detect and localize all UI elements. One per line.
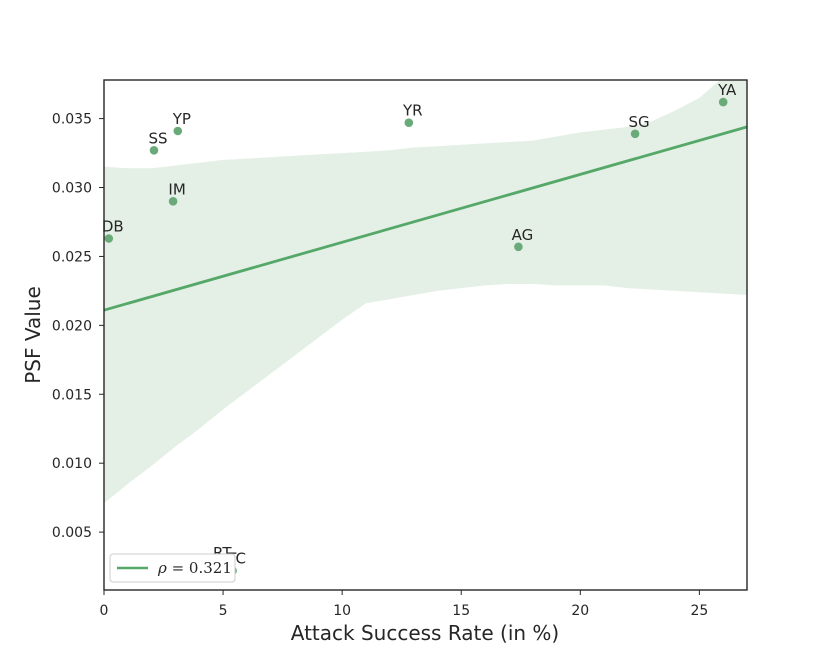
point-label-ya: YA: [717, 81, 737, 99]
data-point-ag: [514, 242, 523, 252]
y-tick-label: 0.020: [52, 318, 92, 334]
x-axis-label: Attack Success Rate (in %): [291, 621, 560, 645]
plot-frame: [103, 79, 748, 591]
y-tick-label: 0.035: [52, 112, 92, 128]
data-point-db: [104, 234, 114, 243]
y-tick-label: 0.025: [52, 249, 92, 265]
x-tick-label: 15: [452, 603, 470, 619]
data-point-yr: [404, 118, 414, 127]
point-label-yp: YP: [172, 110, 191, 128]
data-point-ss: [149, 146, 159, 155]
legend-box: [109, 553, 236, 583]
x-tick-label: 20: [571, 603, 589, 619]
regression-line: [104, 125, 747, 312]
point-label-ss: SS: [148, 129, 167, 147]
y-tick-label: 0.005: [52, 525, 92, 541]
y-axis-label: PSF Value: [21, 286, 45, 384]
legend-label: ρ = 0.321: [157, 559, 232, 577]
data-point-yp: [173, 126, 183, 136]
x-tick-label: 10: [333, 603, 351, 619]
point-label-ag: AG: [512, 226, 534, 244]
x-tick-label: 5: [219, 603, 228, 619]
legend-symbol: ρ: [157, 559, 167, 577]
data-point-im: [168, 197, 178, 206]
point-label-yr: YR: [402, 102, 423, 120]
legend: ρ = 0.321: [109, 553, 236, 583]
x-axis-ticks: 0 5 10 15 20 25: [100, 590, 708, 619]
y-tick-label: 0.030: [52, 181, 92, 197]
point-label-sg: SG: [629, 113, 650, 131]
data-point-sg: [630, 129, 640, 139]
data-point-ya: [718, 97, 728, 107]
y-tick-label: 0.010: [52, 456, 92, 472]
y-tick-label: 0.015: [52, 387, 92, 403]
confidence-band: [104, 80, 747, 504]
legend-value: = 0.321: [167, 559, 232, 577]
point-label-im: IM: [168, 180, 185, 198]
point-label-db: DB: [102, 218, 124, 236]
y-axis-ticks: 0.005 0.010 0.015 0.020 0.025 0.030 0.035: [52, 112, 104, 541]
x-tick-label: 25: [690, 603, 708, 619]
x-tick-label: 0: [100, 603, 109, 619]
